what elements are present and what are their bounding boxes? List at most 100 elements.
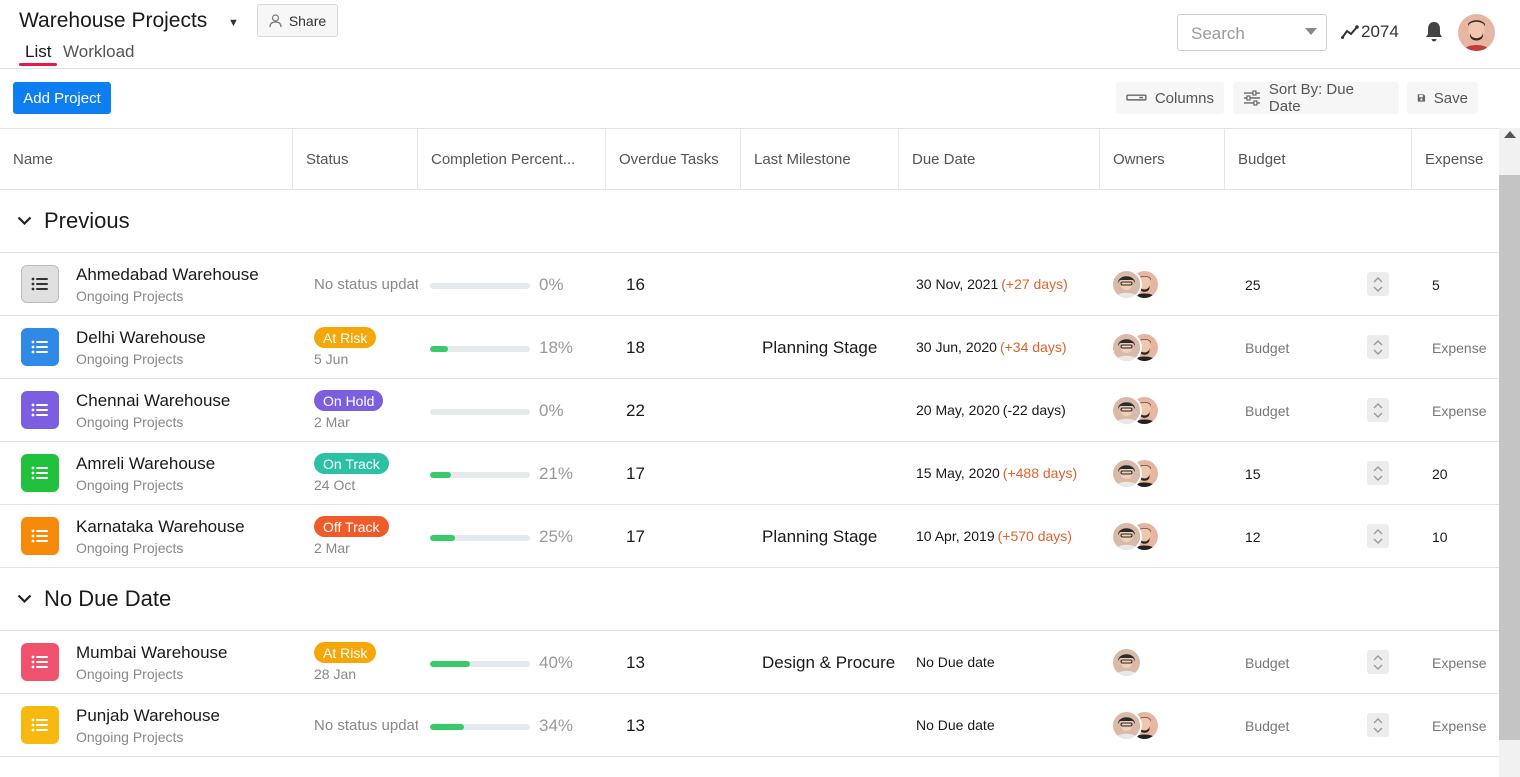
chevron-down-icon[interactable] <box>17 594 32 604</box>
chevron-down-icon[interactable] <box>17 216 32 226</box>
column-header-completion[interactable]: Completion Percent... <box>418 129 606 189</box>
status-badge[interactable]: On Track <box>314 453 389 474</box>
budget-field[interactable]: 12 <box>1245 529 1261 545</box>
column-header-milestone[interactable]: Last Milestone <box>741 129 899 189</box>
share-button[interactable]: Share <box>257 4 338 37</box>
column-header-name[interactable]: Name <box>0 129 293 189</box>
budget-stepper[interactable] <box>1367 398 1389 422</box>
expense-field[interactable]: Expense <box>1432 340 1487 356</box>
chevron-down-icon[interactable] <box>1373 664 1383 670</box>
avatar[interactable] <box>1111 395 1142 426</box>
status-placeholder[interactable]: No status update <box>314 276 418 293</box>
budget-stepper[interactable] <box>1367 713 1389 737</box>
budget-field[interactable]: Budget <box>1245 340 1290 356</box>
group-header[interactable]: Previous <box>0 190 1499 253</box>
status-badge[interactable]: At Risk <box>314 642 377 663</box>
project-list-icon[interactable] <box>21 706 59 744</box>
sort-button[interactable]: Sort By: Due Date <box>1233 81 1399 115</box>
due-date[interactable]: 30 Jun, 2020 (+34 days) <box>916 339 1067 355</box>
activity-counter[interactable]: 2074 <box>1341 22 1399 42</box>
save-button[interactable]: Save <box>1407 82 1478 114</box>
chevron-down-icon[interactable] <box>1373 286 1383 292</box>
budget-field[interactable]: Budget <box>1245 718 1290 734</box>
expense-field[interactable]: 20 <box>1432 466 1448 482</box>
user-avatar[interactable] <box>1458 14 1495 51</box>
column-header-status[interactable]: Status <box>293 129 418 189</box>
project-name[interactable]: Karnataka Warehouse <box>76 517 245 536</box>
chevron-up-icon[interactable] <box>1373 402 1383 409</box>
due-date[interactable]: 15 May, 2020 (+488 days) <box>916 465 1077 481</box>
avatar[interactable] <box>1111 269 1142 300</box>
column-header-expense[interactable]: Expense <box>1425 150 1484 168</box>
expense-field[interactable]: 10 <box>1432 529 1448 545</box>
tab-list[interactable]: List <box>25 42 52 61</box>
due-date[interactable]: 10 Apr, 2019 (+570 days) <box>916 528 1072 544</box>
status-badge[interactable]: On Hold <box>314 390 384 411</box>
avatar[interactable] <box>1111 458 1142 489</box>
search-dropdown[interactable] <box>1177 14 1327 51</box>
column-header-owners[interactable]: Owners <box>1100 129 1225 189</box>
project-list-icon[interactable] <box>21 328 59 366</box>
status-badge[interactable]: At Risk <box>314 327 377 348</box>
project-list-icon[interactable] <box>21 517 59 555</box>
project-name[interactable]: Mumbai Warehouse <box>76 643 228 662</box>
project-name[interactable]: Chennai Warehouse <box>76 391 231 410</box>
budget-field[interactable]: Budget <box>1245 403 1290 419</box>
expense-field[interactable]: Expense <box>1432 718 1487 734</box>
scrollbar-thumb[interactable] <box>1499 175 1520 740</box>
scroll-up-icon[interactable] <box>1504 131 1516 138</box>
status-badge[interactable]: Off Track <box>314 516 389 537</box>
budget-field[interactable]: 15 <box>1245 466 1261 482</box>
table-row[interactable]: Chennai Warehouse Ongoing Projects On Hold… <box>0 379 1499 442</box>
avatar[interactable] <box>1111 710 1142 741</box>
project-list-icon[interactable] <box>21 454 59 492</box>
due-date[interactable]: 20 May, 2020 (-22 days) <box>916 402 1066 418</box>
project-name[interactable]: Punjab Warehouse <box>76 706 220 725</box>
chevron-down-icon[interactable] <box>1373 727 1383 733</box>
avatar[interactable] <box>1111 521 1142 552</box>
group-header[interactable]: No Due Date <box>0 568 1499 631</box>
table-row[interactable]: Mumbai Warehouse Ongoing Projects At Risk 2… <box>0 631 1499 694</box>
budget-stepper[interactable] <box>1367 650 1389 674</box>
bell-icon[interactable] <box>1424 21 1444 48</box>
due-date[interactable]: No Due date <box>916 654 995 670</box>
expense-field[interactable]: Expense <box>1432 403 1487 419</box>
expense-field[interactable]: 5 <box>1432 277 1440 293</box>
table-row[interactable]: Delhi Warehouse Ongoing Projects At Risk 5 … <box>0 316 1499 379</box>
budget-stepper[interactable] <box>1367 335 1389 359</box>
page-title[interactable]: Warehouse Projects <box>19 9 208 32</box>
tab-workload[interactable]: Workload <box>63 42 135 61</box>
budget-field[interactable]: Budget <box>1245 655 1290 671</box>
chevron-up-icon[interactable] <box>1373 654 1383 661</box>
add-project-button[interactable]: Add Project <box>13 82 111 114</box>
table-row[interactable]: Amreli Warehouse Ongoing Projects On Track… <box>0 442 1499 505</box>
table-row[interactable]: Punjab Warehouse Ongoing Projects No statu… <box>0 694 1499 757</box>
expense-field[interactable]: Expense <box>1432 655 1487 671</box>
column-header-budget[interactable]: Budget <box>1225 129 1412 189</box>
project-list-icon[interactable] <box>21 265 59 303</box>
chevron-up-icon[interactable] <box>1373 528 1383 535</box>
budget-stepper[interactable] <box>1367 524 1389 548</box>
chevron-down-icon[interactable] <box>1373 349 1383 355</box>
columns-button[interactable]: Columns <box>1116 82 1224 114</box>
chevron-down-icon[interactable] <box>1373 475 1383 481</box>
budget-stepper[interactable] <box>1367 461 1389 485</box>
vertical-scrollbar[interactable] <box>1499 128 1520 777</box>
budget-stepper[interactable] <box>1367 272 1389 296</box>
title-dropdown-icon[interactable]: ▼ <box>228 17 239 29</box>
chevron-down-icon[interactable] <box>1305 28 1317 35</box>
project-list-icon[interactable] <box>21 391 59 429</box>
table-row[interactable]: Ahmedabad Warehouse Ongoing Projects No st… <box>0 253 1499 316</box>
project-name[interactable]: Delhi Warehouse <box>76 328 206 347</box>
chevron-down-icon[interactable] <box>1373 412 1383 418</box>
project-list-icon[interactable] <box>21 643 59 681</box>
status-placeholder[interactable]: No status update <box>314 717 418 734</box>
column-header-due-date[interactable]: Due Date <box>899 129 1100 189</box>
search-input[interactable] <box>1191 24 1296 44</box>
due-date[interactable]: No Due date <box>916 717 995 733</box>
project-name[interactable]: Ahmedabad Warehouse <box>76 265 259 284</box>
chevron-up-icon[interactable] <box>1373 339 1383 346</box>
column-header-overdue[interactable]: Overdue Tasks <box>606 129 741 189</box>
chevron-down-icon[interactable] <box>1373 538 1383 544</box>
table-row[interactable]: Karnataka Warehouse Ongoing Projects Off T… <box>0 505 1499 568</box>
